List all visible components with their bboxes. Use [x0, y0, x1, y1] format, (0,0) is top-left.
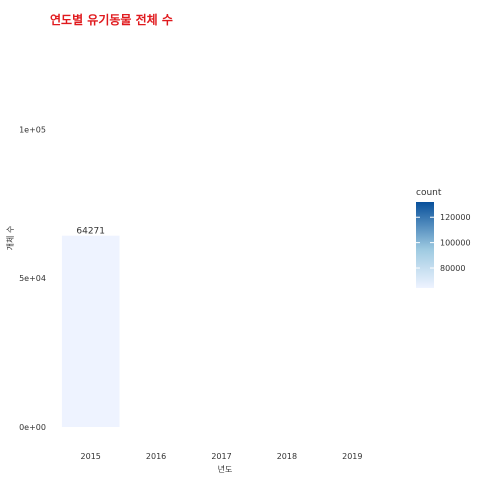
data-label-2015: 64271: [76, 227, 105, 237]
legend-tick-label: 120000: [440, 213, 471, 222]
legend-tick-label: 100000: [440, 239, 471, 248]
x-tick-label: 2017: [211, 452, 231, 461]
y-tick-label: 1e+05: [19, 125, 46, 134]
x-tick-label: 2015: [81, 452, 101, 461]
y-tick-label: 5e+04: [19, 274, 46, 283]
color-legend: count 80000 100000 120000: [416, 188, 471, 288]
legend-colorbar: [416, 202, 434, 288]
bar-2015: [61, 235, 120, 427]
chart-title: 연도별 유기동물 전체 수: [50, 12, 173, 27]
x-tick-label: 2016: [146, 452, 166, 461]
y-tick-label: 0e+00: [19, 423, 46, 432]
x-axis-title: 년도: [218, 464, 233, 474]
legend-tick-label: 80000: [440, 264, 465, 273]
x-tick-label: 2018: [277, 452, 297, 461]
plot-area: 0e+00 5e+04 1e+05 64271 2015 2016 2017 2018 2019: [19, 125, 362, 461]
x-tick-label: 2019: [342, 452, 362, 461]
y-axis-title: 개체 수: [5, 226, 15, 251]
legend-title: count: [416, 188, 442, 198]
